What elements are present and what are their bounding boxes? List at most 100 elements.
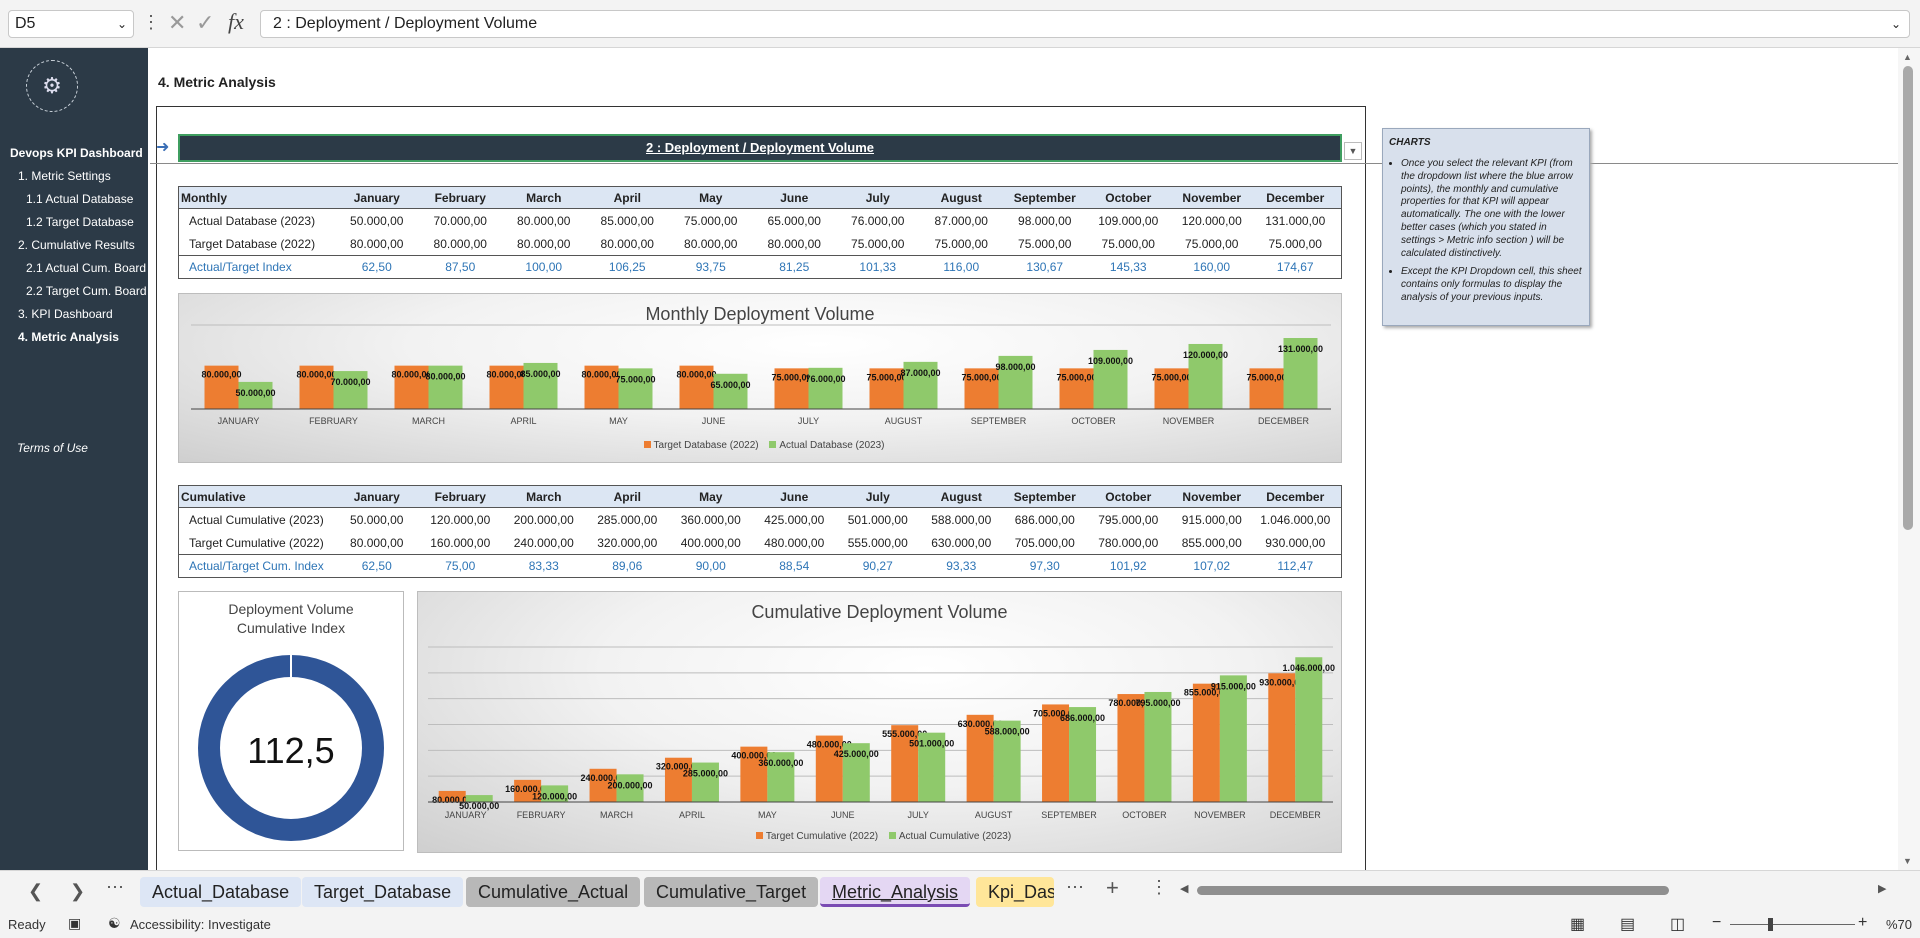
sheet-options-icon[interactable]: ⋮ — [1150, 877, 1168, 897]
cumulative-chart[interactable]: 80.000,00 50.000,00 JANUARY 160.000,00 120.0… — [417, 591, 1342, 853]
dropdown-arrow-icon[interactable]: ▼ — [1344, 142, 1362, 160]
value-cell[interactable]: 75.000,00 — [851, 236, 905, 251]
index-cell[interactable]: 62,50 — [361, 260, 392, 274]
index-cell[interactable]: 101,92 — [1109, 559, 1147, 573]
bar-target[interactable] — [589, 768, 617, 802]
month-header-january[interactable]: January — [353, 489, 400, 504]
sidebar-title[interactable]: Devops KPI Dashboard — [10, 146, 143, 160]
bar-actual[interactable] — [616, 774, 644, 802]
zoom-level[interactable]: %70 — [1886, 917, 1913, 932]
value-cell[interactable]: 80.000,00 — [684, 236, 738, 251]
scroll-left-icon[interactable]: ◀ — [1180, 883, 1189, 895]
index-cell[interactable]: 107,02 — [1193, 559, 1231, 573]
tab-target-database[interactable]: Target_Database — [302, 877, 464, 907]
bar-actual[interactable] — [691, 762, 719, 802]
bar-target[interactable] — [815, 735, 843, 802]
more-options-icon[interactable]: ⋮ — [142, 12, 160, 32]
bar-actual[interactable] — [993, 720, 1021, 802]
zoom-slider[interactable] — [1730, 924, 1855, 925]
row-label[interactable]: Target Database (2022) — [189, 236, 316, 251]
accessibility-status[interactable]: Accessibility: Investigate — [130, 917, 271, 932]
value-cell[interactable]: 360.000,00 — [680, 512, 741, 527]
sidebar-item-target-database[interactable]: 1.2 Target Database — [26, 215, 134, 229]
sidebar-item-cumulative-results[interactable]: 2. Cumulative Results — [18, 238, 135, 252]
index-cell[interactable]: 93,33 — [946, 559, 977, 573]
bar-target[interactable] — [664, 757, 692, 802]
index-cell[interactable]: 116,00 — [943, 260, 980, 274]
bar-actual[interactable] — [428, 365, 463, 409]
tab-actual-database[interactable]: Actual_Database — [140, 877, 302, 907]
worksheet[interactable]: 4. Metric Analysis ➜ 2 : Deployment / De… — [150, 48, 1898, 870]
index-cell[interactable]: 100,00 — [525, 260, 563, 274]
index-cell[interactable]: 130,67 — [1026, 260, 1064, 274]
bar-target[interactable] — [584, 365, 619, 409]
name-box[interactable]: D5 ⌄ — [8, 10, 134, 38]
horizontal-scroll-thumb[interactable] — [1197, 886, 1669, 895]
month-header-september[interactable]: September — [1013, 489, 1076, 504]
tab-metric-analysis[interactable]: Metric_Analysis — [820, 877, 971, 907]
next-sheet-icon[interactable]: ❯ — [70, 881, 86, 901]
bar-actual[interactable] — [1069, 707, 1097, 802]
value-cell[interactable]: 285.000,00 — [597, 512, 658, 527]
month-header-may[interactable]: May — [699, 190, 723, 205]
scroll-right-icon[interactable]: ▶ — [1878, 883, 1887, 895]
value-cell[interactable]: 240.000,00 — [513, 535, 574, 550]
bar-actual[interactable] — [918, 732, 946, 802]
bar-actual[interactable] — [1188, 343, 1223, 409]
formula-input[interactable]: 2 : Deployment / Deployment Volume ⌄ — [260, 10, 1910, 38]
month-header-december[interactable]: December — [1266, 489, 1325, 504]
value-cell[interactable]: 930.000,00 — [1265, 535, 1326, 550]
prev-sheet-icon[interactable]: ❮ — [28, 881, 44, 901]
cancel-icon[interactable]: ✕ — [168, 10, 187, 35]
value-cell[interactable]: 75.000,00 — [684, 213, 738, 228]
bar-target[interactable] — [1059, 368, 1094, 409]
value-cell[interactable]: 480.000,00 — [764, 535, 825, 550]
accessibility-icon[interactable]: ☯ — [108, 915, 121, 931]
row-label[interactable]: Actual Database (2023) — [189, 213, 316, 228]
bar-target[interactable] — [679, 365, 714, 409]
value-cell[interactable]: 80.000,00 — [350, 535, 404, 550]
month-header-may[interactable]: May — [699, 489, 723, 504]
page-layout-icon[interactable]: ▤ — [1620, 916, 1636, 933]
index-cell[interactable]: 90,00 — [695, 559, 726, 573]
value-cell[interactable]: 400.000,00 — [680, 535, 741, 550]
value-cell[interactable]: 588.000,00 — [931, 512, 992, 527]
insert-function-icon[interactable]: fx — [228, 9, 244, 34]
index-cell[interactable]: 89,06 — [612, 559, 643, 573]
bar-actual[interactable] — [842, 743, 870, 802]
bar-target[interactable] — [1249, 368, 1284, 409]
index-donut-chart[interactable]: Deployment Volume Cumulative Index 112,5 — [178, 591, 404, 851]
bar-actual[interactable] — [903, 361, 938, 409]
value-cell[interactable]: 501.000,00 — [847, 512, 908, 527]
index-cell[interactable]: 145,33 — [1109, 260, 1147, 274]
value-cell[interactable]: 200.000,00 — [513, 512, 574, 527]
macro-record-icon[interactable]: ▣ — [68, 915, 82, 931]
row-label[interactable]: Actual/Target Index — [189, 260, 292, 274]
value-cell[interactable]: 75.000,00 — [1185, 236, 1239, 251]
value-cell[interactable]: 1.046.000,00 — [1260, 512, 1331, 527]
bar-actual[interactable] — [1144, 691, 1172, 802]
bar-target[interactable] — [1268, 673, 1296, 802]
bar-target[interactable] — [438, 790, 466, 802]
add-sheet-icon[interactable]: + — [1106, 875, 1119, 900]
sidebar-item-kpi-dashboard[interactable]: 3. KPI Dashboard — [18, 307, 113, 321]
index-cell[interactable]: 90,27 — [862, 559, 893, 573]
month-header-june[interactable]: June — [780, 190, 809, 205]
month-header-march[interactable]: March — [526, 190, 562, 205]
index-cell[interactable]: 81,25 — [779, 260, 810, 274]
bar-actual[interactable] — [998, 355, 1033, 409]
bar-target[interactable] — [489, 365, 524, 409]
value-cell[interactable]: 98.000,00 — [1018, 213, 1072, 228]
index-cell[interactable]: 93,75 — [695, 260, 726, 274]
value-cell[interactable]: 705.000,00 — [1014, 535, 1075, 550]
bar-target[interactable] — [891, 725, 919, 802]
month-header-october[interactable]: October — [1105, 489, 1152, 504]
value-cell[interactable]: 795.000,00 — [1098, 512, 1159, 527]
value-cell[interactable]: 50.000,00 — [350, 213, 404, 228]
bar-target[interactable] — [204, 365, 239, 409]
bar-target[interactable] — [1117, 694, 1145, 802]
value-cell[interactable]: 780.000,00 — [1098, 535, 1159, 550]
value-cell[interactable]: 75.000,00 — [1018, 236, 1072, 251]
value-cell[interactable]: 855.000,00 — [1181, 535, 1242, 550]
value-cell[interactable]: 160.000,00 — [430, 535, 491, 550]
